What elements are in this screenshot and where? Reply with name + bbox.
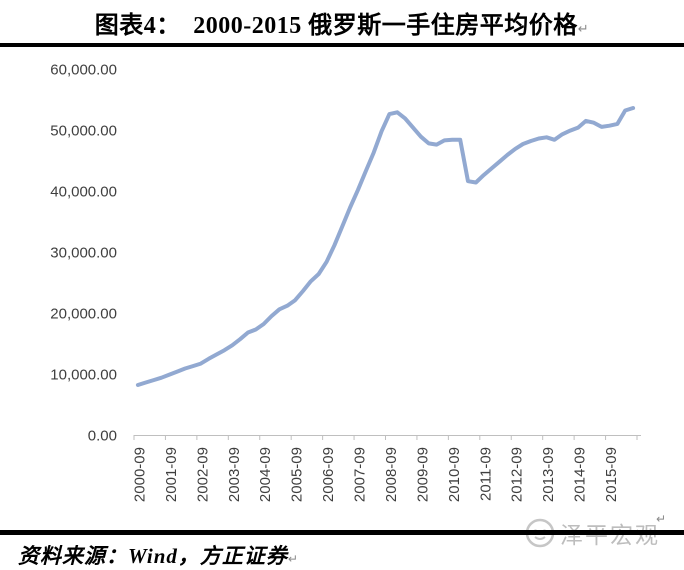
brand-watermark-text: 泽平宏观 <box>560 523 660 548</box>
paragraph-return-icon: ↵ <box>656 512 667 526</box>
paragraph-return-icon: ↵ <box>287 552 299 566</box>
x-axis-tick-label: 2004-09 <box>257 447 274 502</box>
figure-title-text: 图表4： 2000-2015 俄罗斯一手住房平均价格 <box>94 13 578 39</box>
x-axis-tick-label: 2011-09 <box>477 447 494 501</box>
y-axis-tick-label: 20,000.00 <box>50 306 117 323</box>
x-axis-tick-label: 2008-09 <box>383 447 400 502</box>
x-axis-tick-label: 2006-09 <box>320 447 337 502</box>
top-divider-rule <box>0 43 684 47</box>
x-axis-tick-label: 2012-09 <box>509 447 526 502</box>
y-axis-tick-label: 40,000.00 <box>50 184 117 201</box>
bottom-divider-rule <box>0 530 684 535</box>
y-axis-tick-label: 50,000.00 <box>50 123 117 140</box>
x-axis-tick-label: 2014-09 <box>572 447 589 502</box>
source-note: 资料来源：Wind，方正证券↵ <box>18 540 299 570</box>
x-axis-tick-label: 2000-09 <box>131 447 148 502</box>
x-axis-tick-label: 2013-09 <box>540 447 557 502</box>
y-axis-tick-label: 30,000.00 <box>50 245 117 262</box>
paragraph-return-icon: ↵ <box>577 22 590 37</box>
y-axis-tick-label: 0.00 <box>88 428 117 445</box>
y-axis-tick-label: 10,000.00 <box>50 367 117 384</box>
x-axis-tick-label: 2009-09 <box>414 447 431 502</box>
source-note-text: 资料来源：Wind，方正证券 <box>18 544 288 568</box>
x-axis-tick-label: 2015-09 <box>603 447 620 502</box>
x-axis-tick-label: 2002-09 <box>194 447 211 502</box>
price-line-series <box>135 106 636 387</box>
x-axis-tick-label: 2005-09 <box>289 447 306 502</box>
y-axis-tick-label: 60,000.00 <box>50 62 117 79</box>
x-axis-tick-label: 2003-09 <box>226 447 243 502</box>
x-axis-tick-label: 2001-09 <box>163 447 180 502</box>
figure-title: 图表4： 2000-2015 俄罗斯一手住房平均价格↵ <box>0 5 684 40</box>
x-axis-tick-label: 2010-09 <box>446 447 463 502</box>
x-axis-tick-label: 2007-09 <box>352 447 369 502</box>
